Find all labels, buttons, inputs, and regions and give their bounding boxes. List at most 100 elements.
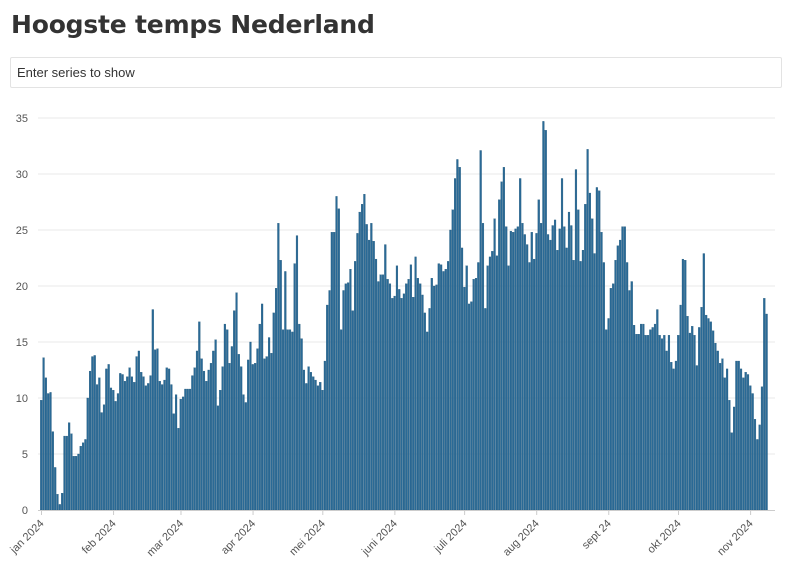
bar [702,253,705,511]
bar [188,388,192,511]
bar [379,274,382,511]
bar [507,265,510,511]
bar [665,350,668,511]
bar [82,442,85,511]
bar [49,392,52,511]
bar [393,295,396,511]
bar [337,208,340,511]
x-axis-ticks: jan 2024 feb 2024 mar 2024 apr 2024 mei 2024… [8,510,756,559]
bar [156,348,159,511]
bar [223,323,226,511]
bar [763,298,766,511]
bar [698,327,701,511]
bar [540,223,543,511]
bar [679,304,682,511]
bar [372,241,375,511]
bar [119,373,122,511]
bar [458,167,461,511]
bar [79,446,82,511]
x-tick-label: okt 2024 [645,518,683,556]
bar [133,382,136,511]
bar [739,368,743,511]
bar [560,178,564,511]
bar [361,204,364,511]
bar [265,356,268,511]
bar [488,256,491,511]
bar [179,398,182,511]
y-tick-label: 30 [16,169,28,181]
bar [354,261,357,511]
bar [716,350,719,511]
y-tick-label: 35 [16,113,28,125]
bar [268,337,271,511]
y-tick-label: 20 [16,281,28,293]
bar [123,381,126,511]
bar [254,363,257,511]
bar [277,223,280,511]
bar [154,349,157,511]
bar [486,265,489,511]
bar [72,456,75,511]
bar [709,321,712,511]
bar [547,234,550,511]
bar [447,261,450,511]
bar [107,364,110,511]
bar [537,199,540,511]
bar [149,375,152,511]
bar [305,383,308,511]
x-tick-label: apr 2024 [219,518,258,557]
bar [751,393,754,511]
bar [86,397,89,511]
bar [602,262,605,511]
bar [649,329,652,511]
bar [565,247,568,511]
bar [433,285,436,511]
bar [498,199,501,511]
bar [744,372,747,511]
bar [477,262,480,511]
bar [551,225,554,511]
bar [398,289,401,511]
y-tick-label: 25 [16,225,28,237]
bar [553,219,557,511]
bar [653,323,657,511]
bar [463,286,466,511]
y-tick-label: 15 [16,337,28,349]
bar [621,226,624,511]
bar [728,400,731,511]
bar [470,301,473,511]
bar [628,290,631,511]
bar [491,251,494,511]
bar [177,428,180,511]
bar [77,453,80,511]
bar [719,363,722,511]
bar [684,260,687,511]
bar [493,218,496,511]
bar [170,384,173,511]
bar [595,187,598,511]
temperature-bar-chart: 0 5 10 15 20 25 30 35 jan 2024 feb 2024 mar 2024 a… [8,113,775,559]
bar [526,244,529,511]
bar [135,356,138,511]
bar [474,278,478,511]
bar [349,269,352,511]
bar [130,376,133,511]
bar [58,504,61,511]
series-search-input[interactable] [10,57,782,88]
bar [660,338,664,511]
bar [577,209,580,511]
bar [407,279,410,511]
bar [312,376,315,511]
bar [735,360,738,511]
bar [209,363,213,511]
bar [51,431,54,511]
bar [456,159,459,511]
bar [712,330,715,511]
bar [542,121,545,511]
bar [202,370,206,511]
bar [200,358,203,511]
bar [609,288,612,511]
bar [742,377,745,511]
bar [323,360,326,511]
bar [219,390,222,511]
